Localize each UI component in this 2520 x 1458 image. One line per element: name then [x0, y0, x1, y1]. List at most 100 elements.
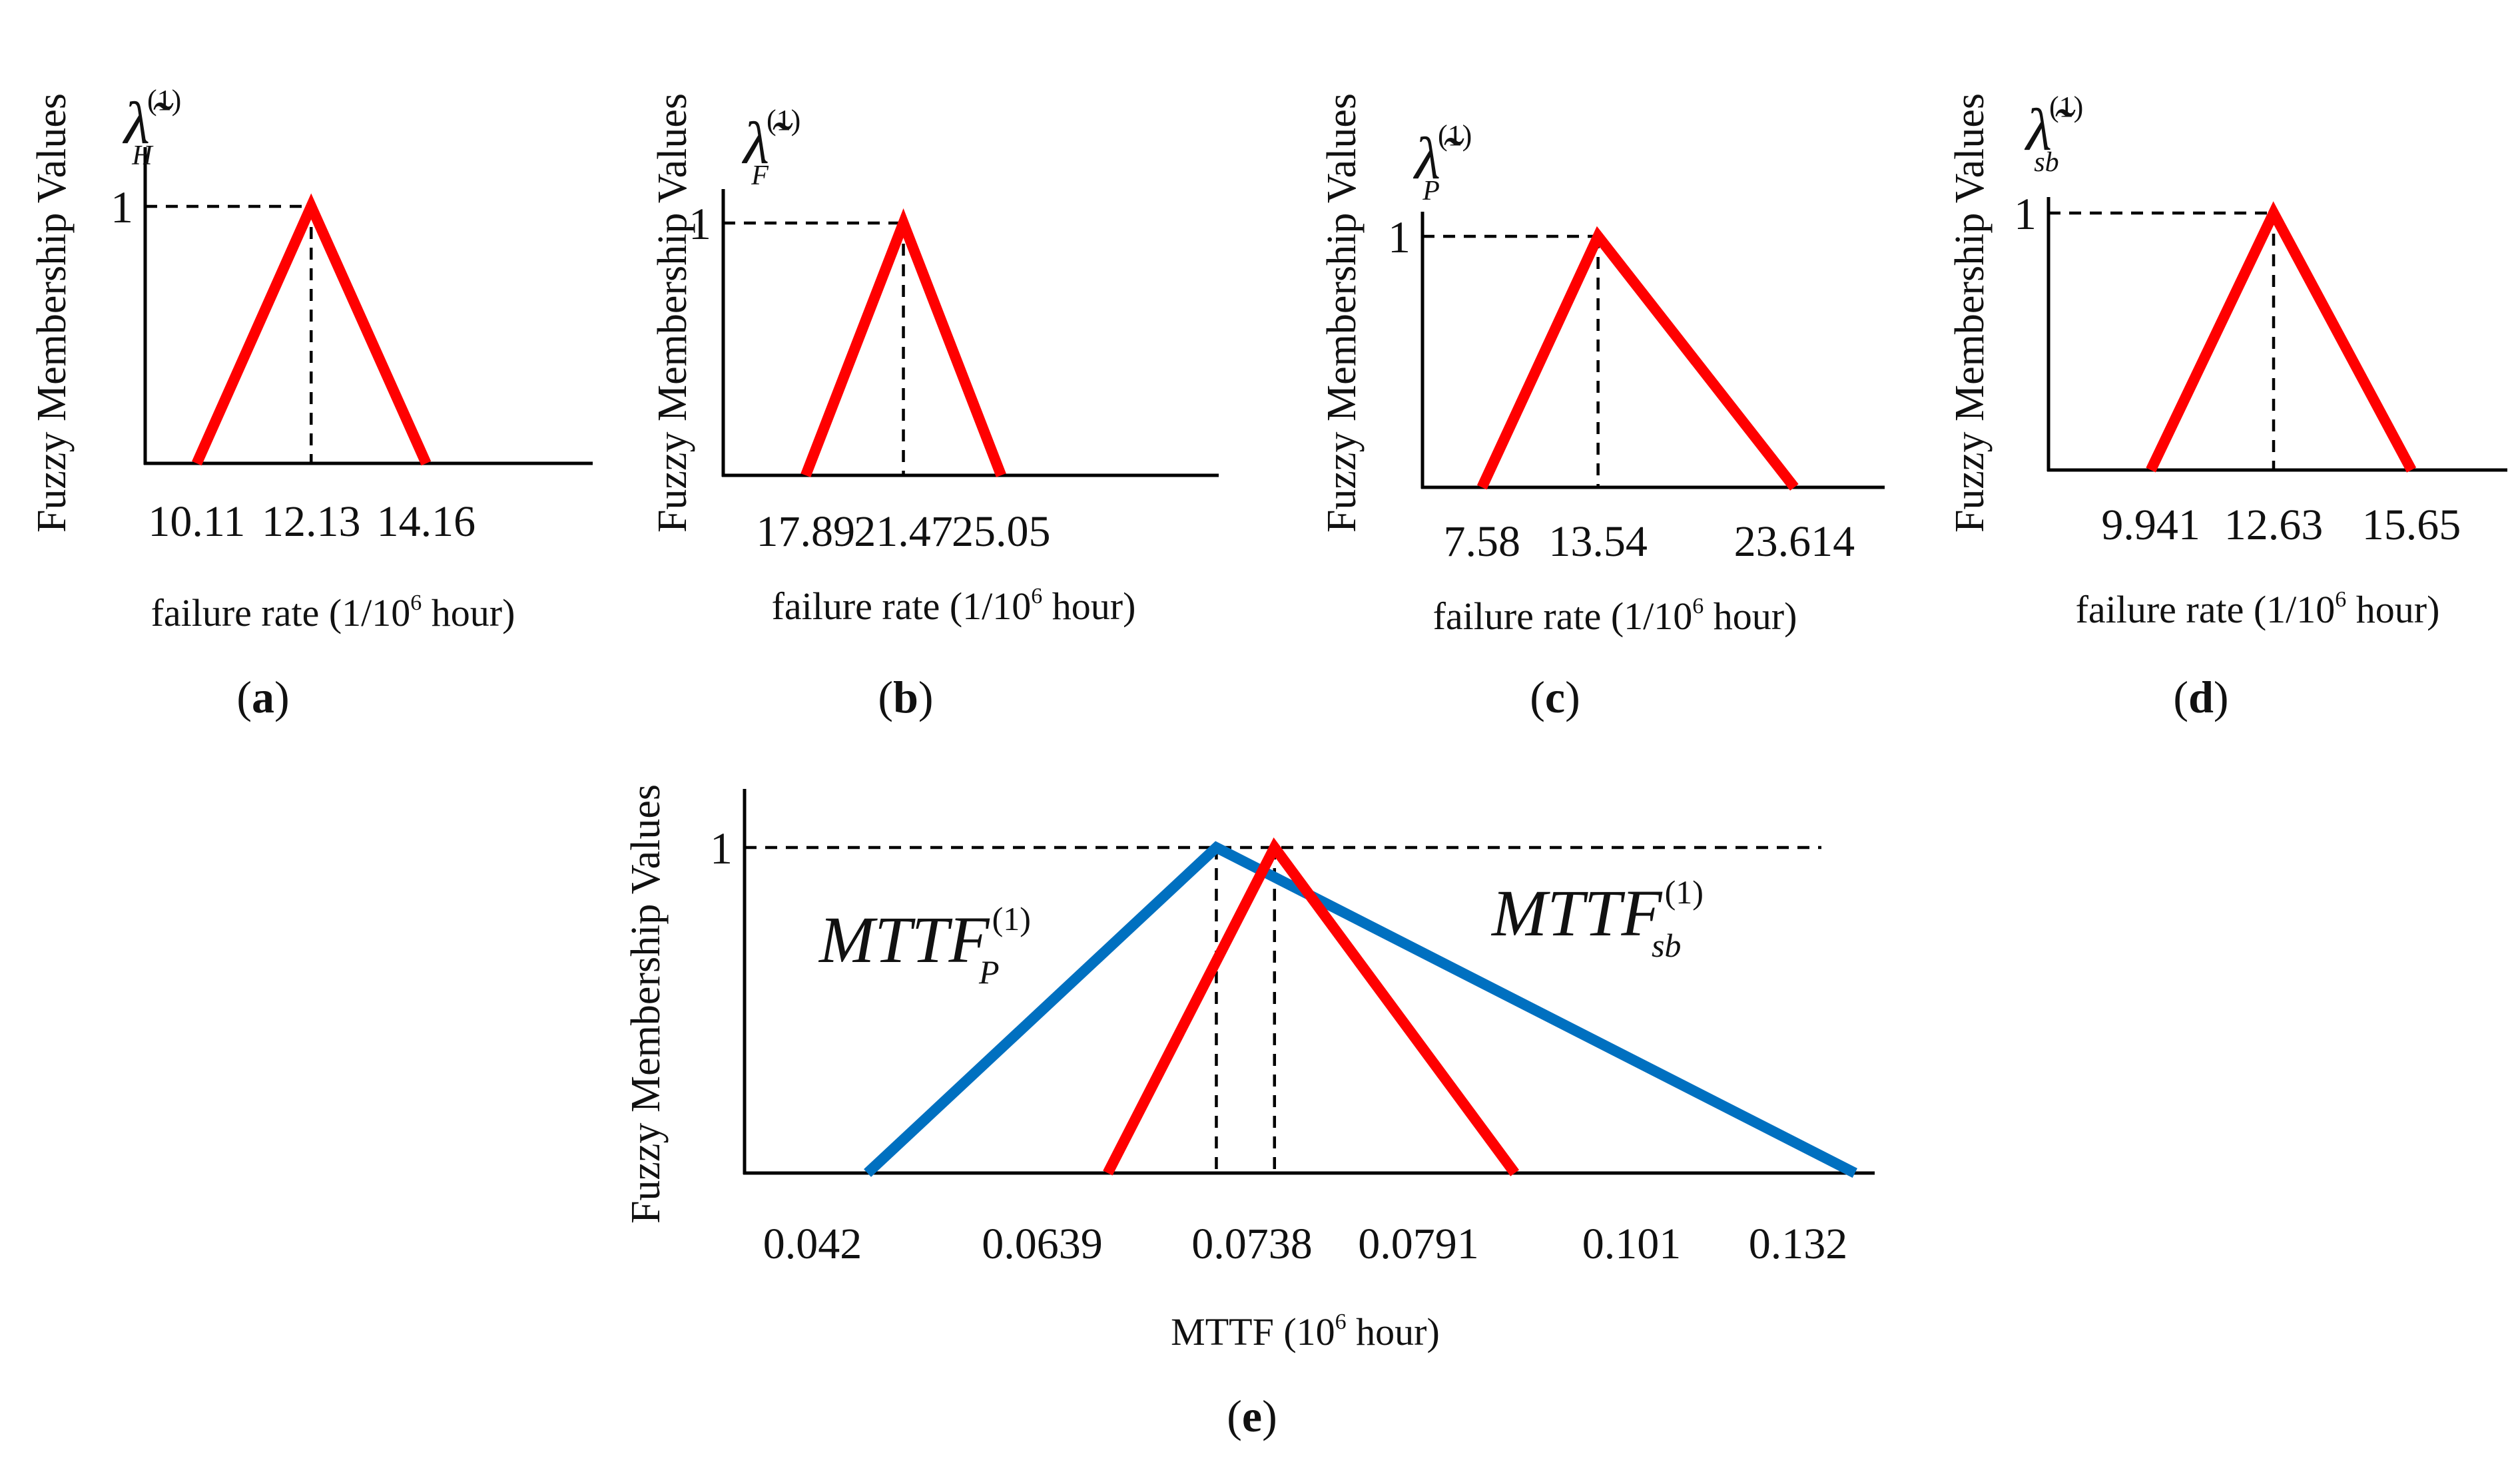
y-axis-label: Fuzzy Membership Values	[1947, 93, 1993, 533]
series-label-sup: (1)	[992, 900, 1031, 937]
x-tick-label: 23.614	[1734, 517, 1855, 566]
series-symbol-sup: (1)	[2049, 91, 2083, 123]
series-label-1: MTTF(1) P	[818, 900, 1031, 991]
x-tick-label: 15.65	[2362, 501, 2461, 549]
y-peak-label: 1	[1388, 212, 1411, 262]
x-tick-label: 12.13	[262, 497, 361, 546]
panel-label: (b)	[878, 672, 933, 722]
x-axis-label-unit: hour)	[422, 591, 515, 634]
x-tick-label: 9.941	[2101, 501, 2200, 549]
y-axis-label: Fuzzy Membership Values	[623, 784, 669, 1224]
x-tick-label: 21.47	[854, 507, 953, 556]
y-axis-label: Fuzzy Membership Values	[29, 93, 75, 533]
x-axis-label: failure rate (1/106 hour)	[2076, 587, 2440, 631]
panel-label: (c)	[1530, 672, 1580, 722]
y-peak-label: 1	[111, 182, 133, 232]
x-tick-label: 7.58	[1443, 517, 1520, 566]
y-peak-label: 1	[710, 823, 733, 873]
y-axis-label: Fuzzy Membership Values	[650, 93, 695, 533]
series-symbol-sup: (1)	[1438, 119, 1472, 152]
series-label-base: MTTF	[1490, 876, 1663, 950]
panel-label-letter: b	[893, 672, 918, 722]
panel-label-close: )	[1565, 672, 1580, 722]
x-tick-label: 0.101	[1582, 1220, 1682, 1268]
x-axis-label-unit: hour)	[1704, 595, 1797, 638]
panel-label-open: (	[878, 672, 893, 722]
panel-label-close: )	[1262, 1391, 1277, 1441]
x-axis-label-text: MTTF (10	[1171, 1310, 1335, 1353]
y-axis-label: Fuzzy Membership Values	[1319, 93, 1365, 533]
y-peak-label: 1	[2014, 188, 2037, 239]
series-label-sub: sb	[1652, 927, 1681, 964]
x-tick-label: 0.0738	[1191, 1220, 1313, 1268]
membership-series-2	[1103, 837, 1520, 1176]
membership-series-1	[800, 208, 1006, 477]
x-axis-label-unit: hour)	[1042, 585, 1135, 628]
panel-label: (a)	[236, 672, 289, 722]
x-tick-label: 25.05	[952, 507, 1051, 556]
series-symbol: λ̃(1) F	[741, 104, 800, 191]
y-peak-label: 1	[689, 198, 711, 249]
membership-series-1	[864, 841, 1857, 1178]
x-tick-label: 0.042	[763, 1220, 862, 1268]
series-symbol-sub: sb	[2034, 147, 2058, 178]
series-label-base: MTTF	[818, 903, 990, 977]
panel-label-close: )	[918, 672, 934, 722]
series-label-sup: (1)	[1665, 873, 1704, 911]
panel-label-letter: c	[1545, 672, 1565, 722]
x-tick-label: 12.63	[2224, 501, 2324, 549]
x-axis-label: failure rate (1/106 hour)	[151, 591, 515, 634]
membership-series-1	[1476, 226, 1799, 491]
series-symbol-sub: P	[1422, 176, 1440, 206]
series-symbol-sup: (1)	[767, 104, 800, 136]
series-symbol-sub: F	[751, 160, 769, 191]
x-tick-label: 0.0639	[982, 1220, 1103, 1268]
x-axis-label-text: failure rate (1/10	[1433, 595, 1693, 638]
x-tick-label: 17.89	[757, 507, 856, 556]
panel-label-letter: e	[1242, 1391, 1262, 1441]
x-tick-label: 0.0791	[1358, 1220, 1479, 1268]
panel-label: (d)	[2173, 672, 2228, 722]
series-symbol-sup: (1)	[147, 84, 181, 117]
x-axis-label-exponent: 6	[1031, 584, 1042, 608]
panel-label-close: )	[2214, 672, 2229, 722]
chart-panel-c: 1 7.58 13.54 23.614 failure rate (1/106 hour…	[1319, 93, 1885, 722]
x-axis-label: MTTF (106 hour)	[1171, 1310, 1440, 1353]
x-axis-label-exponent: 6	[1692, 594, 1704, 618]
x-tick-label: 13.54	[1548, 517, 1648, 566]
series-symbol: λ̃(1) H	[122, 84, 181, 171]
panel-label-letter: d	[2188, 672, 2214, 722]
x-axis-label-exponent: 6	[410, 591, 422, 615]
panel-label-letter: a	[252, 672, 274, 722]
x-axis-label-exponent: 6	[1335, 1310, 1347, 1334]
series-symbol-sub: H	[131, 140, 154, 171]
chart-panel-e: 1 0.042 0.0639 0.0738 0.0791 0.101 0.132 MTTF (…	[623, 784, 1875, 1441]
chart-panel-d: 1 9.941 12.63 15.65 failure rate (1/106 hour…	[1947, 91, 2507, 722]
series-symbol: λ̃(1) sb	[2024, 91, 2083, 178]
x-axis-label-unit: hour)	[1347, 1310, 1440, 1353]
x-axis-label-text: failure rate (1/10	[2076, 588, 2336, 631]
x-tick-label: 14.16	[377, 497, 476, 546]
x-axis-label-text: failure rate (1/10	[151, 591, 411, 634]
series-symbol: λ̃(1) P	[1413, 119, 1472, 206]
panel-label: (e)	[1227, 1391, 1277, 1441]
x-tick-label: 0.132	[1749, 1220, 1848, 1268]
x-axis-label-exponent: 6	[2335, 587, 2346, 612]
panel-label-open: (	[1227, 1391, 1242, 1441]
membership-series-1	[192, 193, 432, 466]
panel-label-open: (	[1530, 672, 1545, 722]
panel-label-close: )	[274, 672, 290, 722]
x-axis-label: failure rate (1/106 hour)	[1433, 594, 1797, 638]
series-label-sub: P	[978, 953, 1000, 991]
panel-label-open: (	[2173, 672, 2188, 722]
x-axis-label-unit: hour)	[2346, 588, 2439, 631]
chart-panel-a: 1 10.11 12.13 14.16 failure rate (1/106 hour…	[29, 84, 593, 722]
membership-series-1	[2146, 201, 2417, 473]
series-label-2: MTTF(1) sb	[1490, 873, 1704, 964]
x-axis-label-text: failure rate (1/10	[772, 585, 1032, 628]
x-tick-label: 10.11	[148, 497, 245, 546]
panel-label-open: (	[236, 672, 252, 722]
x-axis-label: failure rate (1/106 hour)	[772, 584, 1136, 628]
